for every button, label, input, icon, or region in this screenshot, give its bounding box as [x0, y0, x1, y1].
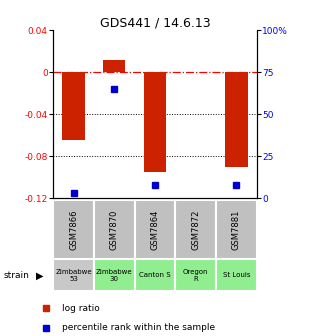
Text: ▶: ▶ — [36, 270, 44, 280]
Text: GSM7881: GSM7881 — [232, 209, 241, 250]
Text: GSM7864: GSM7864 — [151, 209, 159, 250]
Text: Oregon
R: Oregon R — [183, 269, 208, 282]
Bar — [144, 72, 166, 172]
Text: Canton S: Canton S — [139, 272, 171, 278]
Title: GDS441 / 14.6.13: GDS441 / 14.6.13 — [100, 16, 210, 29]
Bar — [62, 72, 85, 140]
Text: GSM7872: GSM7872 — [191, 209, 200, 250]
Text: GSM7870: GSM7870 — [110, 209, 119, 250]
Bar — [135, 200, 175, 259]
Bar — [53, 200, 94, 259]
Text: log ratio: log ratio — [61, 304, 99, 313]
Bar — [94, 259, 135, 291]
Bar — [135, 259, 175, 291]
Text: percentile rank within the sample: percentile rank within the sample — [61, 323, 215, 332]
Bar — [103, 60, 126, 72]
Text: Zimbabwe
53: Zimbabwe 53 — [55, 269, 92, 282]
Bar — [225, 72, 248, 167]
Text: GSM7866: GSM7866 — [69, 209, 78, 250]
Text: strain: strain — [3, 271, 29, 280]
Bar — [175, 259, 216, 291]
Bar — [94, 200, 135, 259]
Bar — [216, 200, 257, 259]
Bar — [216, 259, 257, 291]
Bar — [175, 200, 216, 259]
Bar — [53, 259, 94, 291]
Text: Zimbabwe
30: Zimbabwe 30 — [96, 269, 133, 282]
Text: St Louis: St Louis — [223, 272, 250, 278]
